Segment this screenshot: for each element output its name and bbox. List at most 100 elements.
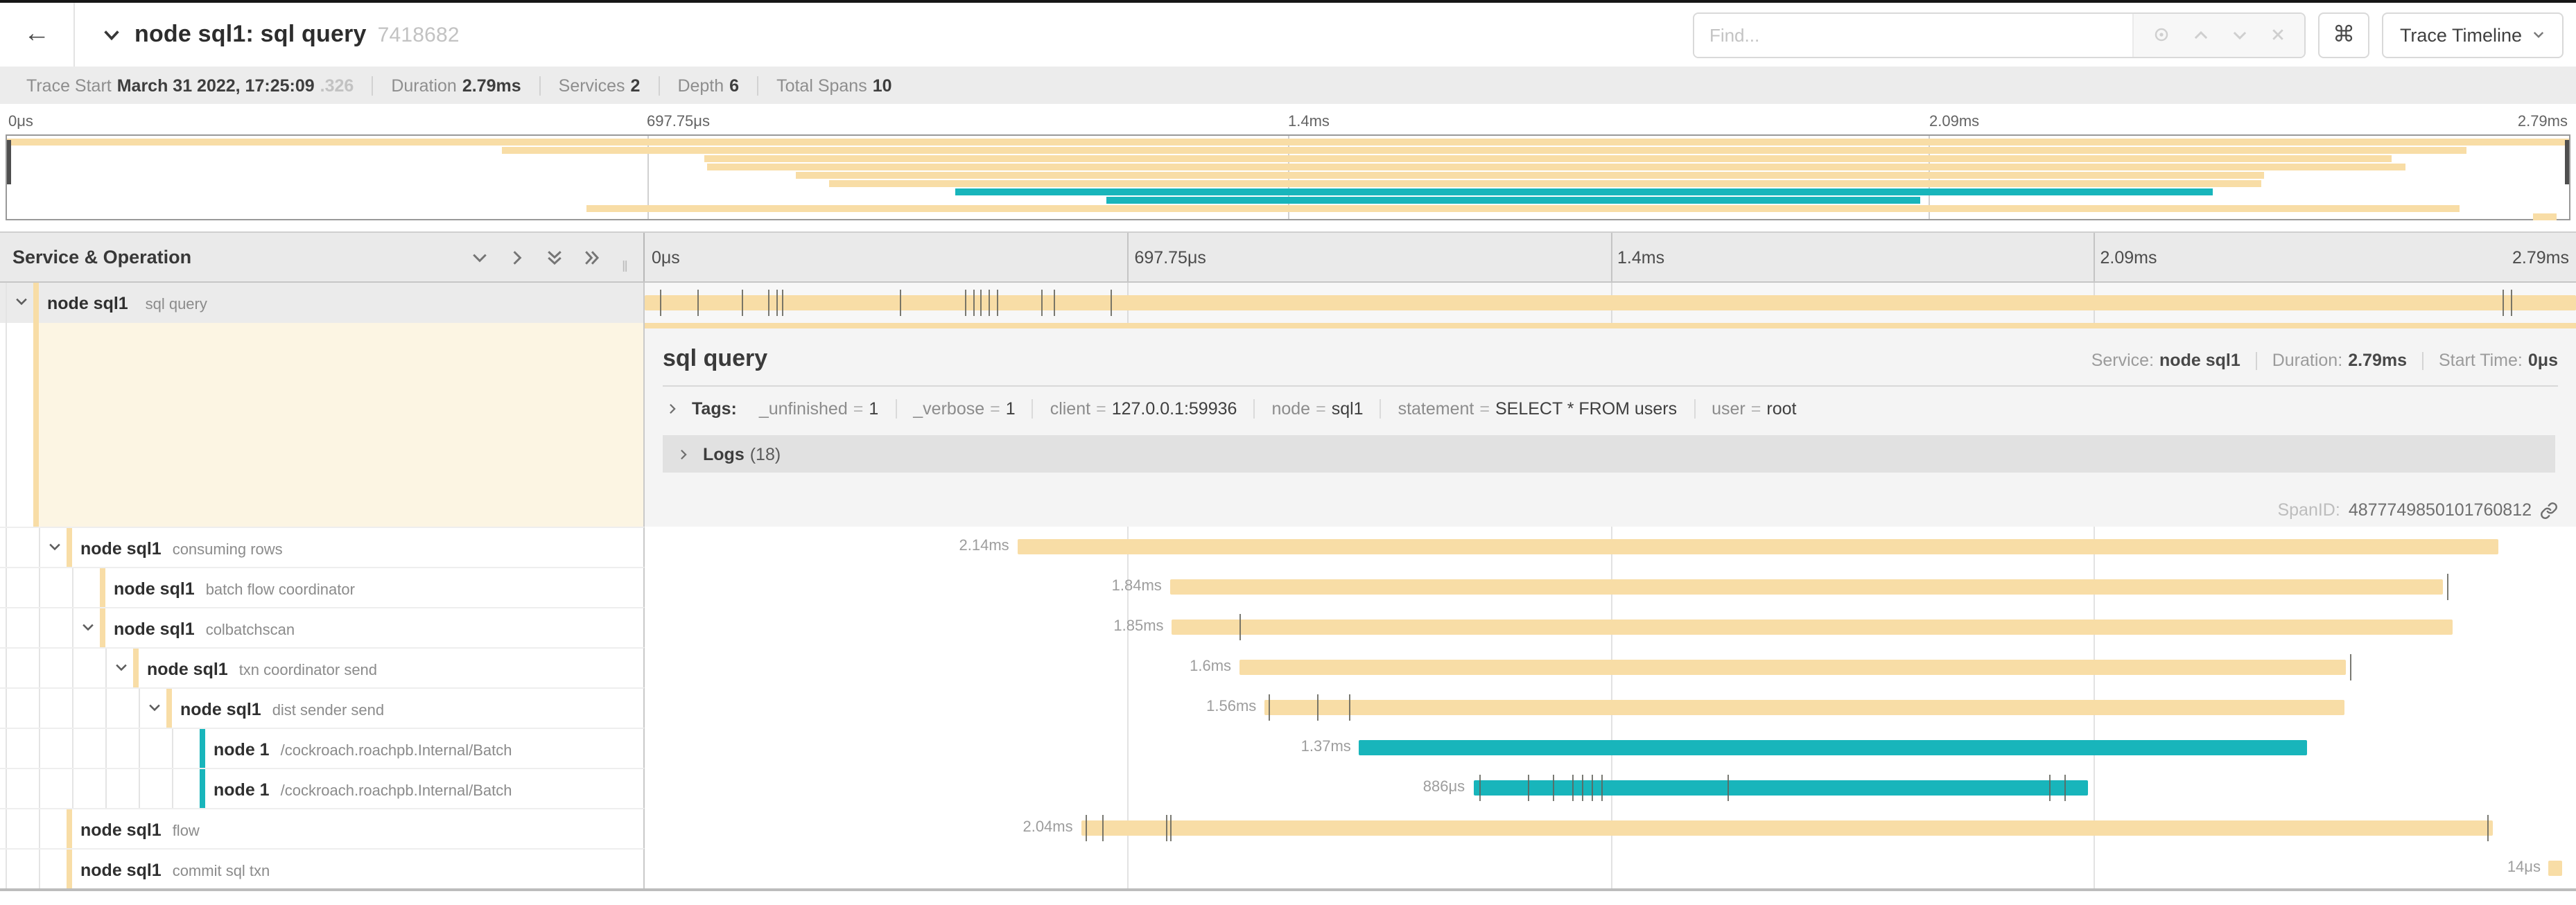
log-marker[interactable] [1085,815,1087,841]
keyboard-shortcuts-button[interactable]: ⌘ [2317,12,2369,58]
trace-view-selector[interactable]: Trace Timeline [2381,12,2564,58]
span-duration-bar[interactable] [1264,700,2344,715]
span-bar-cell[interactable]: 1.85ms [645,607,2576,647]
collapse-trace-chevron-icon[interactable] [101,24,122,45]
span-duration-bar[interactable] [1172,620,2453,635]
log-marker[interactable] [1728,775,1730,801]
log-marker[interactable] [1572,775,1574,801]
span-row-internal-batch-1[interactable]: node 1/cockroach.roachpb.Internal/Batch … [0,728,2576,768]
log-marker[interactable] [1054,290,1056,316]
span-duration-bar[interactable] [1359,740,2308,755]
log-marker[interactable] [980,290,982,316]
collapse-children-chevron-icon[interactable] [114,660,129,675]
log-marker[interactable] [697,290,699,316]
span-row-sql-query[interactable]: node sql1 sql query [0,283,2576,323]
log-marker[interactable] [1239,614,1242,640]
column-resize-handle[interactable]: ‖ [621,259,629,276]
log-marker[interactable] [1591,775,1593,801]
log-marker[interactable] [1581,775,1583,801]
span-row-flow[interactable]: node sql1 flow 2.04ms [0,808,2576,848]
log-marker[interactable] [2350,654,2352,680]
log-marker[interactable] [1601,775,1603,801]
span-bar-cell[interactable]: 1.56ms [645,687,2576,728]
span-duration-bar[interactable] [1239,660,2347,675]
log-marker[interactable] [781,290,783,316]
span-bar-cell[interactable]: 886μs [645,768,2576,808]
span-duration-bar[interactable] [1473,780,2088,796]
span-duration-bar[interactable] [1081,820,2494,836]
find-input[interactable] [1694,13,2132,56]
log-marker[interactable] [1349,694,1351,721]
span-duration-bar[interactable] [2548,861,2563,876]
log-marker[interactable] [988,290,990,316]
span-row-colbatchscan[interactable]: node sql1 colbatchscan 1.85ms [0,607,2576,647]
log-marker[interactable] [2487,815,2489,841]
collapse-children-chevron-icon[interactable] [80,620,96,635]
indent-guide [72,689,73,728]
log-marker[interactable] [2048,775,2051,801]
span-operation-name: flow [172,823,200,840]
log-marker[interactable] [1268,694,1270,721]
log-marker[interactable] [741,290,743,316]
span-row-dist-sender-send[interactable]: node sql1 dist sender send 1.56ms [0,687,2576,728]
log-marker[interactable] [2503,290,2505,316]
clear-find-icon[interactable] [2270,26,2286,43]
span-bar-cell[interactable]: 1.84ms [645,567,2576,607]
log-marker[interactable] [776,290,778,316]
log-marker[interactable] [2510,290,2512,316]
span-row-batch-flow-coordinator[interactable]: node sql1 batch flow coordinator 1.84ms [0,567,2576,607]
service-label: Service: [2091,351,2155,370]
log-marker[interactable] [1169,815,1172,841]
log-marker[interactable] [899,290,901,316]
log-marker[interactable] [2064,775,2066,801]
span-detail-panel: sql query Service: node sql1 Duration: 2.7… [645,323,2576,527]
collapse-children-chevron-icon[interactable] [147,700,162,715]
span-duration-bar[interactable] [1017,539,2499,554]
span-row-internal-batch-2[interactable]: node 1/cockroach.roachpb.Internal/Batch … [0,768,2576,808]
log-marker[interactable] [768,290,770,316]
span-row-consuming-rows[interactable]: node sql1 consuming rows 2.14ms [0,527,2576,567]
log-marker[interactable] [996,290,998,316]
log-marker[interactable] [1316,694,1319,721]
log-marker[interactable] [973,290,975,316]
span-bar-cell[interactable]: 2.14ms [645,527,2576,567]
copy-link-icon[interactable] [2540,501,2558,519]
tags-accordion[interactable]: Tags: _unfinished = 1 _verbose = 1 client = 12… [663,387,2558,421]
collapse-children-chevron-icon[interactable] [47,539,62,554]
log-marker[interactable] [1527,775,1529,801]
span-bar-cell[interactable]: 1.37ms [645,728,2576,768]
log-marker[interactable] [965,290,967,316]
log-marker[interactable] [1102,815,1104,841]
locate-span-icon[interactable] [2152,25,2171,44]
minimap-tick: 2.79ms [2517,114,2568,130]
log-marker[interactable] [1479,775,1481,801]
span-row-txn-coordinator-send[interactable]: node sql1 txn coordinator send 1.6ms [0,647,2576,687]
logs-accordion[interactable]: Logs (18) [663,435,2555,473]
span-row-commit-sql-txn[interactable]: node sql1 commit sql txn 14μs [0,848,2576,888]
log-marker[interactable] [2446,574,2448,600]
span-duration-bar[interactable] [645,295,2576,310]
span-bar-cell[interactable] [645,283,2576,323]
span-color-accent [133,649,139,687]
span-duration-bar[interactable] [1169,579,2443,595]
log-marker[interactable] [1166,815,1168,841]
minimap-canvas[interactable] [6,134,2570,220]
span-bar-cell[interactable]: 1.6ms [645,647,2576,687]
log-marker[interactable] [660,290,662,316]
back-button[interactable]: ← [0,3,75,67]
span-bar-cell[interactable]: 2.04ms [645,808,2576,848]
minimap-right-drag-handle[interactable] [2565,140,2569,184]
log-marker[interactable] [1552,775,1554,801]
minimap-left-drag-handle[interactable] [7,140,11,184]
find-prev-icon[interactable] [2192,26,2210,44]
collapse-all-icon[interactable] [546,247,565,267]
log-marker[interactable] [1041,290,1043,316]
expand-all-icon[interactable] [583,247,602,267]
indent-guide [105,729,107,768]
find-next-icon[interactable] [2231,26,2249,44]
log-marker[interactable] [1110,290,1112,316]
collapse-one-icon[interactable] [471,247,490,267]
span-bar-cell[interactable]: 14μs [645,848,2576,888]
expand-one-icon[interactable] [508,247,528,267]
collapse-children-chevron-icon[interactable] [14,294,29,309]
